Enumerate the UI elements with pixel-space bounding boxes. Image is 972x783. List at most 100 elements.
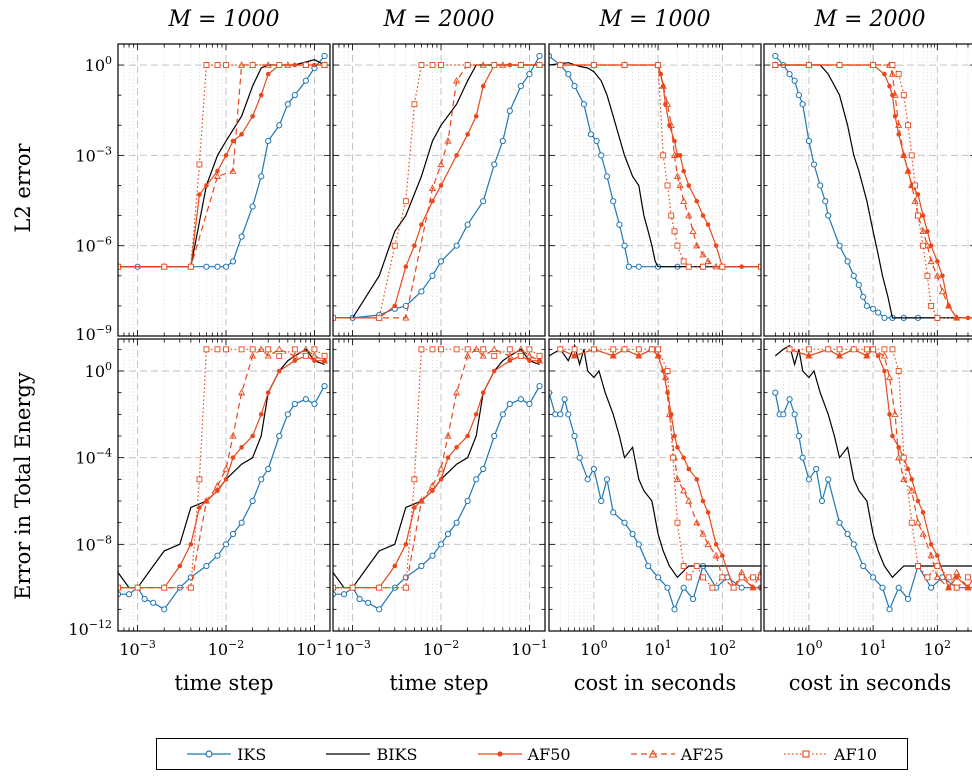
data-point-af50-10	[258, 92, 264, 98]
panel-r2-c3: 100 101 102	[548, 338, 762, 659]
column-title-3: M = 1000	[599, 7, 711, 32]
data-point-af25-4	[417, 497, 425, 504]
data-point-af10-7	[438, 346, 444, 353]
data-point-iks-18	[875, 309, 882, 316]
data-point-af25-8	[661, 373, 669, 381]
data-point-af10-1	[376, 314, 383, 321]
data-point-af50-4	[882, 71, 887, 77]
panel-frame	[332, 338, 546, 632]
data-point-af25-8	[284, 61, 292, 68]
data-point-af10-7	[905, 122, 912, 129]
data-point-iks-16	[276, 432, 283, 440]
data-point-af50-11	[465, 433, 470, 439]
data-point-af10-7	[671, 228, 678, 235]
data-point-af25-6	[891, 91, 899, 98]
data-point-af10-12	[719, 263, 726, 270]
data-point-af10-4	[889, 62, 896, 68]
data-point-af50-17	[928, 542, 934, 547]
data-point-af10-11	[276, 352, 283, 359]
data-point-af10-8	[908, 152, 915, 159]
series-line-af10	[118, 348, 325, 589]
data-point-af50-17	[705, 510, 711, 515]
data-point-af10-5	[664, 182, 671, 189]
series-line-biks	[549, 343, 761, 579]
data-point-af25-7	[670, 151, 679, 159]
data-point-iks-13	[506, 107, 513, 114]
data-point-af10-20	[758, 574, 761, 581]
data-point-af50-14	[491, 368, 497, 374]
grid	[333, 339, 545, 631]
data-point-iks-18	[671, 606, 678, 613]
data-point-af10-4	[850, 346, 857, 353]
data-point-af25-16	[933, 271, 941, 279]
data-point-af10-2	[187, 263, 194, 270]
data-point-iks-11	[491, 161, 498, 168]
data-point-iks-7	[598, 152, 605, 159]
grid	[118, 44, 330, 336]
data-point-af10-18	[738, 574, 745, 581]
data-point-af25-8	[900, 151, 908, 159]
data-point-af50-4	[412, 243, 417, 248]
data-point-af10-11	[536, 62, 543, 68]
data-point-af10-7	[249, 62, 256, 68]
data-point-iks-12	[625, 263, 632, 270]
data-point-af50-10	[454, 445, 459, 450]
series-line-iks	[333, 385, 541, 611]
data-point-af25-18	[945, 301, 953, 309]
data-point-iks-12	[499, 137, 506, 145]
panel-r1-c4	[763, 43, 972, 337]
data-point-iks-1	[552, 411, 559, 418]
data-point-af25-15	[927, 551, 935, 559]
ytick-label-r1-2: 10−6	[75, 235, 112, 256]
column-titles: M = 1000 M = 2000 M = 1000 M = 2000	[168, 7, 926, 32]
data-point-af50-8	[438, 477, 444, 482]
data-point-af25-5	[863, 351, 871, 359]
data-point-af25-14	[693, 518, 701, 526]
data-point-af25-21	[749, 583, 757, 591]
data-point-iks-1	[340, 591, 348, 598]
data-point-iks-5	[214, 263, 221, 270]
data-point-af50-17	[527, 358, 532, 363]
data-point-af50-5	[419, 222, 424, 227]
data-point-iks-5	[571, 432, 578, 440]
xtick-label-c2-2: 10−1	[511, 638, 548, 659]
data-point-iks-5	[587, 131, 595, 138]
data-point-af10-17	[730, 584, 737, 591]
data-point-af10-9	[912, 182, 919, 189]
data-point-iks-4	[565, 411, 572, 418]
legend-label-af25: AF25	[680, 744, 724, 764]
data-point-af50-16	[935, 259, 940, 264]
data-point-iks-21	[321, 383, 328, 390]
data-point-af50-13	[480, 390, 486, 395]
data-point-af10-3	[187, 584, 194, 591]
data-point-af25-10	[895, 453, 903, 461]
data-point-af25-1	[571, 351, 579, 359]
xtick-label-c1-2: 10−1	[296, 638, 333, 659]
data-point-iks-12	[621, 519, 628, 526]
data-point-af50-17	[940, 273, 945, 279]
series-line-af10	[333, 64, 540, 319]
data-point-iks-4	[795, 92, 803, 99]
data-point-af50-9	[230, 455, 236, 460]
series-group	[549, 343, 761, 613]
data-point-iks-15	[265, 465, 272, 473]
series-line-biks	[549, 62, 761, 268]
data-point-iks-3	[141, 595, 148, 603]
column-title-2: M = 2000	[383, 7, 495, 32]
series-line-af50	[775, 64, 972, 319]
panel-r2-c1: 100 10−4 10−8 10−12 10−3 10−2 10−1	[68, 338, 333, 659]
series-line-af25	[333, 348, 540, 589]
data-point-af10-9	[895, 368, 902, 374]
data-point-iks-11	[836, 242, 843, 249]
data-point-iks-20	[689, 595, 697, 603]
data-point-af25-16	[933, 573, 941, 580]
data-point-af50-19	[720, 553, 725, 558]
data-point-af25-4	[202, 497, 210, 504]
data-point-af10-4	[411, 476, 418, 483]
data-point-af10-6	[900, 92, 907, 99]
data-point-af25-11	[264, 351, 272, 359]
data-point-af50-15	[292, 358, 298, 363]
data-point-af50-12	[915, 192, 921, 197]
data-point-iks-17	[664, 584, 671, 591]
